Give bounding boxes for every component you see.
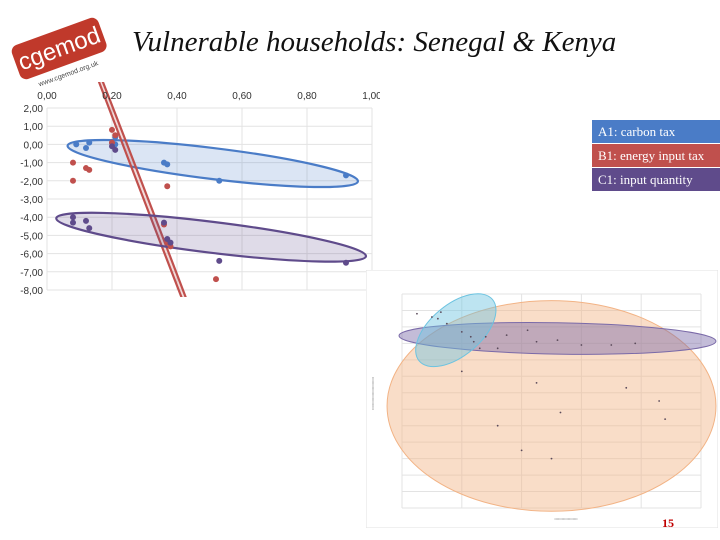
kenya-scatter-chart: ••••••••••••••••••••••••••• ••••••••••••… <box>366 270 718 528</box>
kenya-chart-gridlines <box>401 293 702 509</box>
kenya-point-a1-carbon-tax <box>469 335 472 338</box>
senegal-point-b1-energy-input-tax <box>164 183 171 190</box>
y-tick-label: -1,00 <box>20 159 43 170</box>
senegal-point-a1-carbon-tax <box>73 141 80 148</box>
y-tick-label: 1,00 <box>24 122 44 133</box>
senegal-point-a1-carbon-tax <box>343 172 349 179</box>
kenya-point-c1-input-quantity <box>634 342 637 345</box>
kenya-point-a1-carbon-tax <box>416 312 418 315</box>
x-tick-label: 1,00 <box>362 91 380 102</box>
y-tick-label: -4,00 <box>20 213 43 224</box>
senegal-point-a1-carbon-tax <box>164 161 171 168</box>
kenya-point-c1-input-quantity <box>580 344 583 346</box>
legend-item-carbon-tax: A1: carbon tax <box>592 120 720 143</box>
x-tick-label: 0,20 <box>102 91 122 102</box>
kenya-point-a1-carbon-tax <box>472 340 475 343</box>
y-tick-label: 2,00 <box>24 104 44 115</box>
kenya-point-b1-energy-input-tax <box>496 347 499 350</box>
y-tick-label: -8,00 <box>20 286 43 297</box>
y-tick-label: -3,00 <box>20 195 43 206</box>
senegal-point-c1-input-quantity <box>70 219 76 226</box>
legend-item-input-quantity: C1: input quantity <box>592 168 720 191</box>
kenya-point-a1-carbon-tax <box>431 316 433 318</box>
senegal-point-b1-energy-input-tax <box>70 159 76 166</box>
x-tick-label: 0,60 <box>232 91 252 102</box>
kenya-y-axis-label: ••••••••••••••••••••••••••• <box>371 376 375 410</box>
senegal-point-b1-energy-input-tax <box>70 177 76 184</box>
senegal-ellipse-c1-input-quantity <box>55 211 368 263</box>
kenya-point-b1-energy-input-tax <box>496 424 499 427</box>
kenya-point-c1-input-quantity <box>436 317 439 320</box>
kenya-point-b1-energy-input-tax <box>550 457 553 460</box>
y-tick-label: 0,00 <box>24 140 44 151</box>
senegal-point-c1-input-quantity <box>167 239 174 246</box>
y-tick-label: -7,00 <box>20 268 43 279</box>
senegal-ellipse-a1-carbon-tax <box>66 138 360 189</box>
kenya-point-a1-carbon-tax <box>478 347 481 350</box>
kenya-point-c1-input-quantity <box>610 344 613 346</box>
senegal-point-b1-energy-input-tax <box>213 276 219 283</box>
kenya-point-b1-energy-input-tax <box>664 418 667 421</box>
legend-item-energy-input-tax: B1: energy input tax <box>592 144 720 167</box>
slide-title: Vulnerable households: Senegal & Kenya <box>132 26 617 58</box>
senegal-point-a1-carbon-tax <box>86 139 93 146</box>
chart-legend: A1: carbon tax B1: energy input tax C1: … <box>592 120 720 192</box>
senegal-point-c1-input-quantity <box>83 217 89 224</box>
senegal-point-a1-carbon-tax <box>216 177 223 184</box>
page-number: 15 <box>662 516 674 530</box>
kenya-point-c1-input-quantity <box>556 339 559 341</box>
x-tick-label: 0,00 <box>37 91 57 102</box>
y-tick-label: -2,00 <box>20 177 43 188</box>
x-tick-label: 0,80 <box>297 91 317 102</box>
chart-tick-labels: 2,00 1,00 0,00 -1,00 -2,00 -3,00 -4,00 -5,00 -6,… <box>20 91 380 297</box>
kenya-point-c1-input-quantity <box>535 340 538 343</box>
logo-red-badge <box>11 17 107 80</box>
kenya-chart-ellipses <box>386 293 717 512</box>
kenya-point-c1-input-quantity <box>505 334 508 337</box>
senegal-ellipse-b1-energy-input-tax <box>52 82 247 297</box>
x-tick-label: 0,40 <box>167 91 187 102</box>
kenya-point-b1-energy-input-tax <box>559 411 562 414</box>
kenya-ellipse-c1-input-quantity <box>398 322 717 355</box>
kenya-ellipse-a1-carbon-tax <box>415 293 497 368</box>
senegal-point-c1-input-quantity <box>216 257 223 264</box>
y-tick-label: -6,00 <box>20 250 43 261</box>
kenya-point-a1-carbon-tax <box>460 330 463 333</box>
senegal-scatter-chart: 2,00 1,00 0,00 -1,00 -2,00 -3,00 -4,00 -5,00 -6,… <box>20 82 380 297</box>
senegal-point-c1-input-quantity <box>112 146 119 153</box>
kenya-point-b1-energy-input-tax <box>658 400 661 402</box>
senegal-point-b1-energy-input-tax <box>112 132 119 139</box>
cgemod-logo: cgemod www.cgemod.org.uk <box>11 17 107 89</box>
kenya-point-b1-energy-input-tax <box>460 370 463 373</box>
kenya-point-b1-energy-input-tax <box>535 381 538 384</box>
y-tick-label: -5,00 <box>20 231 43 242</box>
kenya-point-c1-input-quantity <box>526 329 529 332</box>
senegal-point-a1-carbon-tax <box>83 145 89 152</box>
senegal-point-c1-input-quantity <box>70 214 76 221</box>
senegal-point-b1-energy-input-tax <box>109 126 115 133</box>
senegal-point-c1-input-quantity <box>86 225 93 232</box>
kenya-chart-axis-labels: ••••••••••••••••••••••••••• ••••••••••••… <box>371 376 578 521</box>
senegal-point-b1-energy-input-tax <box>83 165 89 172</box>
kenya-point-c1-input-quantity <box>484 335 487 338</box>
kenya-point-a1-carbon-tax <box>445 322 448 325</box>
kenya-chart-points <box>416 311 667 460</box>
senegal-point-c1-input-quantity <box>161 219 167 226</box>
chart-ellipses <box>52 82 368 297</box>
kenya-point-b1-energy-input-tax <box>625 386 628 389</box>
kenya-point-a1-carbon-tax <box>439 311 442 314</box>
kenya-point-b1-energy-input-tax <box>520 449 523 452</box>
senegal-point-c1-input-quantity <box>343 259 349 266</box>
chart-gridlines <box>46 107 373 291</box>
chart-points <box>70 126 349 283</box>
kenya-x-axis-label: ••••••••••••••••••• <box>554 517 578 521</box>
